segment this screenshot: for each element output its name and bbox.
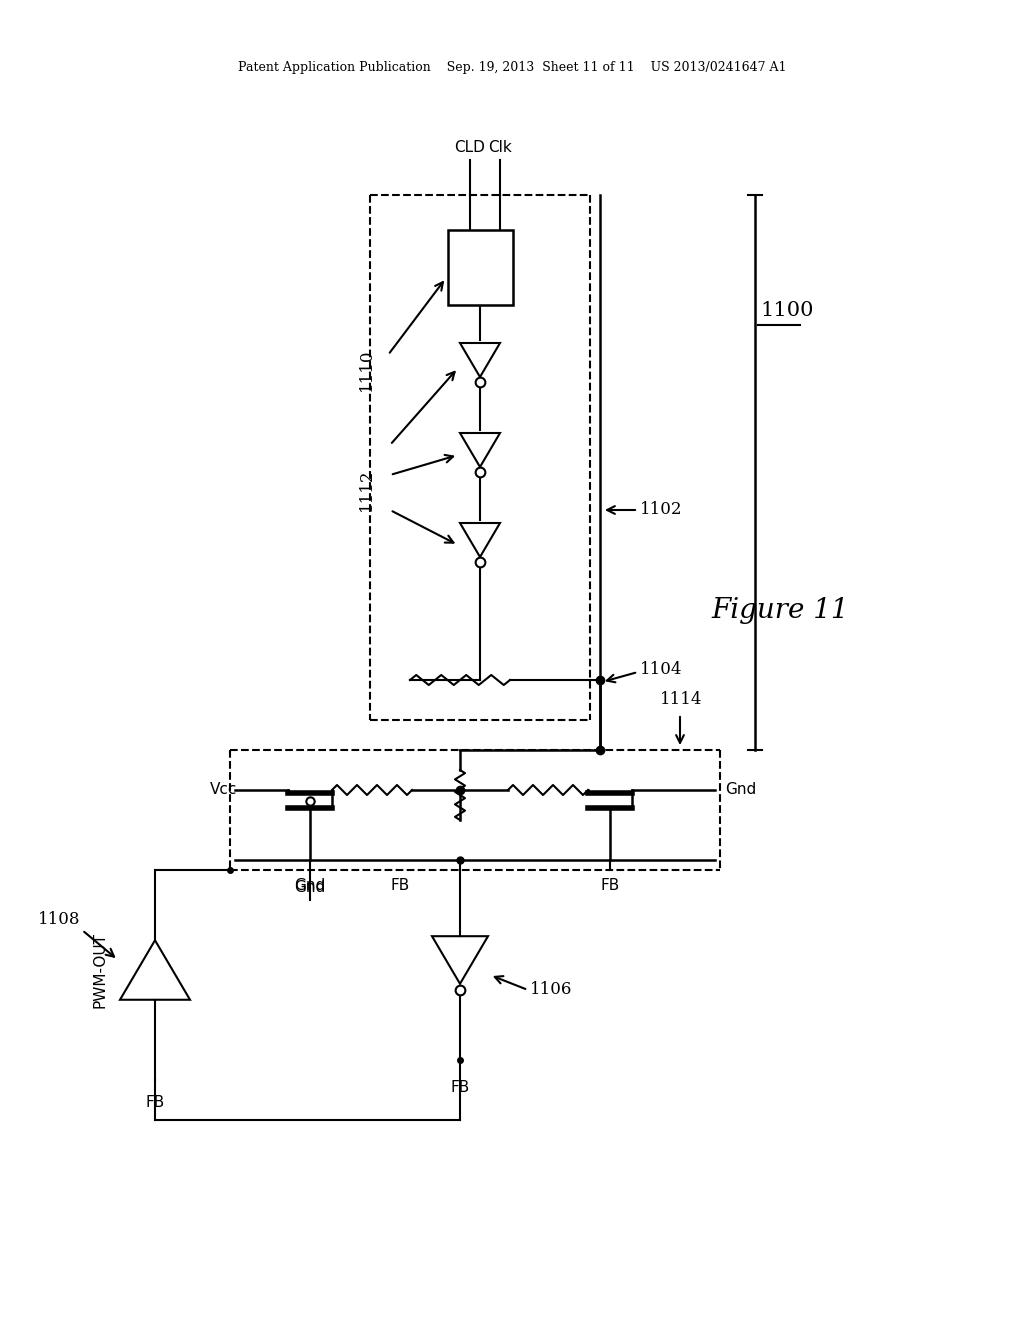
Text: Clk: Clk (488, 140, 512, 154)
Text: Vcc: Vcc (210, 783, 237, 797)
Text: Figure 11: Figure 11 (712, 597, 849, 623)
Text: 1106: 1106 (530, 982, 572, 998)
Text: PWM-OUT: PWM-OUT (92, 932, 108, 1008)
Text: CLD: CLD (455, 140, 485, 154)
Text: FB: FB (145, 1096, 165, 1110)
Text: 1110: 1110 (358, 348, 375, 391)
Text: FB: FB (390, 878, 410, 894)
Text: 1108: 1108 (38, 912, 80, 928)
Text: Gnd: Gnd (294, 880, 326, 895)
Text: 1104: 1104 (640, 661, 683, 678)
Bar (449, 230, 513, 305)
Text: FB: FB (600, 878, 620, 894)
Text: FB: FB (451, 1080, 470, 1096)
Text: 1112: 1112 (358, 469, 375, 511)
Text: 1102: 1102 (640, 502, 683, 519)
Text: 1100: 1100 (760, 301, 813, 319)
Text: Gnd: Gnd (725, 783, 757, 797)
Text: Patent Application Publication    Sep. 19, 2013  Sheet 11 of 11    US 2013/02416: Patent Application Publication Sep. 19, … (238, 62, 786, 74)
Text: Gnd: Gnd (294, 878, 326, 894)
Text: 1114: 1114 (660, 692, 702, 709)
